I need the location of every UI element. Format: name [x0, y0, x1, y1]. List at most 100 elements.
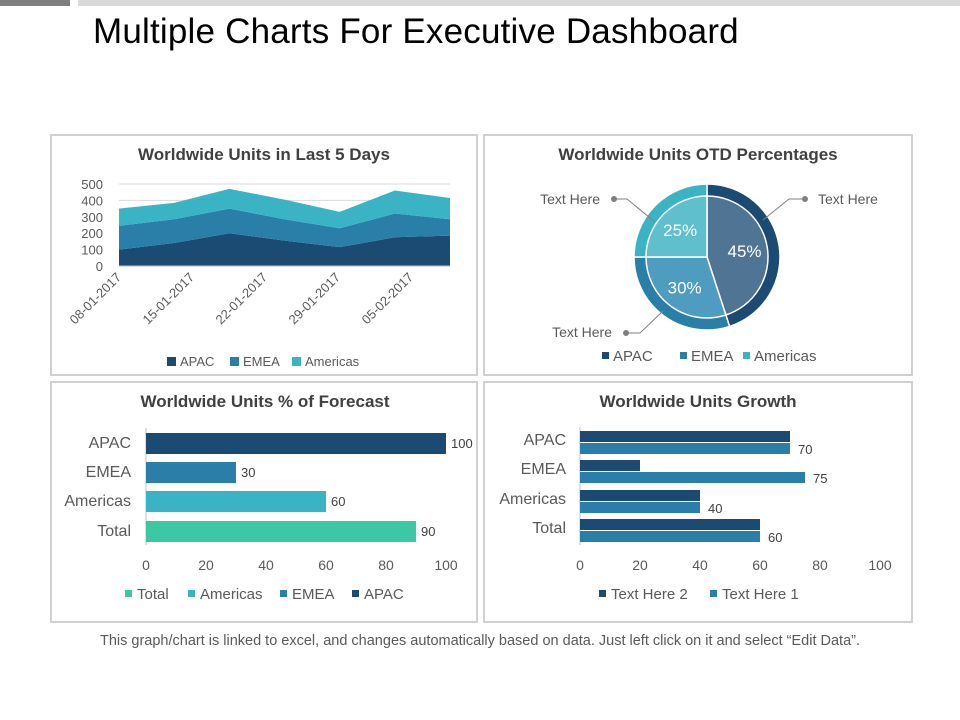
callout-text: Text Here — [818, 191, 878, 207]
bar-data-label: 70 — [798, 442, 812, 457]
category-label: Total — [532, 520, 566, 537]
y-tick-label: 200 — [81, 226, 103, 241]
x-tick-label: 100 — [868, 557, 892, 573]
legend-label-series-1: Text Here 2 — [611, 586, 688, 603]
x-tick-label: 80 — [378, 557, 394, 573]
bar-total-series-2 — [580, 531, 760, 542]
chart-title: Worldwide Units OTD Percentages — [558, 145, 837, 164]
bar-americas-series-2 — [580, 502, 700, 513]
pie-slice-emea — [645, 256, 727, 319]
y-tick-label: 0 — [96, 259, 103, 274]
top-accent-bar — [0, 0, 960, 6]
category-label: APAC — [524, 432, 566, 449]
bar-data-label: 75 — [813, 471, 827, 486]
x-tick-label: 22-01-2017 — [212, 270, 270, 328]
pie-slice-americas — [645, 195, 708, 258]
legend-label-apac: APAC — [180, 354, 214, 369]
y-tick-label: 100 — [81, 243, 103, 258]
area-emea — [119, 208, 450, 250]
callout-text: Text Here — [540, 191, 600, 207]
legend-swatch-series-1 — [599, 590, 606, 597]
category-label: EMEA — [86, 464, 132, 481]
legend-label-apac: APAC — [613, 348, 653, 365]
bar-data-label: 60 — [331, 494, 345, 509]
forecast-bar-chart-panel[interactable]: Worldwide Units % of Forecast APAC 100 EMEA… — [50, 381, 478, 623]
chart-title: Worldwide Units Growth — [599, 392, 796, 411]
bar-emea-series-1 — [580, 460, 640, 471]
pie-data-label: 45% — [728, 242, 762, 261]
bar-data-label: 90 — [421, 524, 435, 539]
callout-dot — [623, 330, 629, 336]
x-tick-label: 100 — [434, 557, 458, 573]
x-tick-label: 40 — [692, 557, 708, 573]
pie-chart-panel[interactable]: Worldwide Units OTD Percentages 45% 30% 25%… — [483, 134, 913, 376]
x-tick-label: 0 — [576, 557, 584, 573]
area-apac — [119, 233, 450, 266]
forecast-bar-chart: Worldwide Units % of Forecast APAC 100 EMEA… — [64, 392, 473, 603]
bar-apac-series-2 — [580, 443, 790, 454]
x-tick-label: 20 — [198, 557, 214, 573]
area-chart-panel[interactable]: Worldwide Units in Last 5 Days 0 100 200 300… — [50, 134, 478, 376]
legend-label-apac: APAC — [364, 586, 404, 603]
category-label: Total — [97, 523, 131, 540]
legend-swatch-apac — [167, 357, 176, 366]
x-tick-label: 08-01-2017 — [66, 270, 124, 328]
bar-data-label: 40 — [708, 501, 722, 516]
bar-data-label: 30 — [241, 465, 255, 480]
x-tick-label: 40 — [258, 557, 274, 573]
chart-title: Worldwide Units % of Forecast — [140, 392, 389, 411]
x-tick-label: 60 — [318, 557, 334, 573]
callout-text: Text Here — [552, 324, 612, 340]
accent-bar-dark — [0, 0, 70, 6]
y-tick-label: 400 — [81, 193, 103, 208]
chart-title: Worldwide Units in Last 5 Days — [138, 145, 390, 164]
pie-slice-apac — [706, 195, 769, 316]
legend-swatch-americas — [743, 352, 750, 359]
legend-swatch-emea — [680, 352, 687, 359]
category-label: Americas — [499, 491, 566, 508]
bar-emea — [146, 462, 236, 483]
callout-dot — [611, 196, 617, 202]
y-tick-label: 300 — [81, 210, 103, 225]
bar-data-label: 60 — [768, 530, 782, 545]
x-tick-label: 80 — [812, 557, 828, 573]
callout-line — [626, 310, 664, 334]
bar-americas — [146, 491, 326, 512]
bar-data-label: 100 — [451, 436, 473, 451]
x-tick-label: 05-02-2017 — [358, 270, 416, 328]
legend-swatch-apac — [352, 590, 359, 597]
growth-bar-chart-panel[interactable]: Worldwide Units Growth APAC 70 EMEA 75 Americ… — [483, 381, 913, 623]
bar-apac — [146, 433, 446, 454]
bar-emea-series-2 — [580, 472, 805, 483]
x-tick-label: 60 — [752, 557, 768, 573]
callout-line — [762, 198, 805, 221]
category-label: EMEA — [521, 461, 567, 478]
callout-dot — [802, 196, 808, 202]
pie-data-label: 30% — [668, 279, 702, 298]
pie-data-label: 25% — [663, 221, 697, 240]
category-label: Americas — [64, 493, 131, 510]
legend-swatch-emea — [280, 590, 287, 597]
bar-apac-series-1 — [580, 431, 790, 442]
bar-total — [146, 521, 416, 542]
legend-label-americas: Americas — [200, 586, 263, 603]
y-tick-label: 500 — [81, 177, 103, 192]
legend-label-total: Total — [137, 586, 169, 603]
x-tick-label: 15-01-2017 — [139, 270, 197, 328]
legend-label-americas: Americas — [305, 354, 360, 369]
x-tick-label: 20 — [632, 557, 648, 573]
accent-bar-light — [78, 0, 960, 6]
growth-bar-chart: Worldwide Units Growth APAC 70 EMEA 75 Americ… — [499, 392, 892, 603]
bar-total-series-1 — [580, 519, 760, 530]
legend-label-series-2: Text Here 1 — [722, 586, 799, 603]
x-tick-label: 0 — [142, 557, 150, 573]
legend-swatch-total — [125, 590, 132, 597]
legend-swatch-apac — [602, 352, 609, 359]
bar-americas-series-1 — [580, 490, 700, 501]
legend-label-emea: EMEA — [292, 586, 335, 603]
footnote: This graph/chart is linked to excel, and… — [99, 633, 861, 649]
category-label: APAC — [89, 435, 131, 452]
legend-label-americas: Americas — [754, 348, 817, 365]
x-tick-label: 29-01-2017 — [285, 270, 343, 328]
